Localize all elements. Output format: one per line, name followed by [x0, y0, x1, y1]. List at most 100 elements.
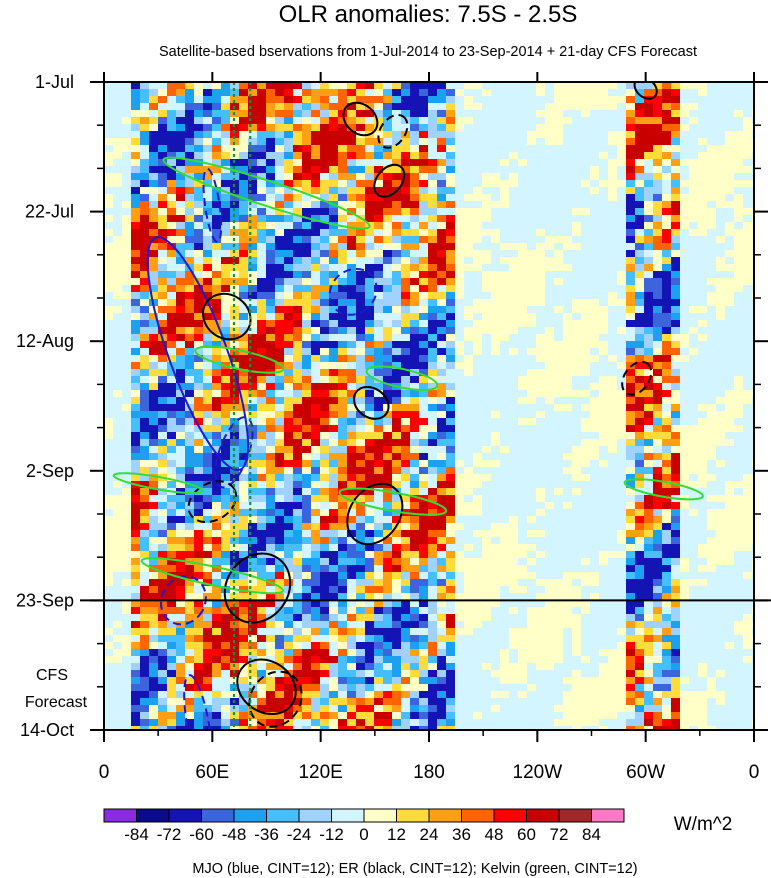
anomaly-cell	[347, 572, 356, 579]
anomaly-cell	[167, 117, 176, 124]
anomaly-cell	[239, 677, 248, 684]
anomaly-cell	[707, 404, 716, 411]
anomaly-cell	[167, 607, 176, 614]
anomaly-cell	[725, 152, 734, 159]
anomaly-cell	[185, 726, 194, 730]
anomaly-cell	[392, 271, 401, 278]
anomaly-cell	[464, 614, 473, 621]
anomaly-cell	[185, 544, 194, 551]
anomaly-cell	[500, 243, 509, 250]
anomaly-cell	[410, 152, 419, 159]
anomaly-cell	[320, 551, 329, 558]
anomaly-cell	[212, 656, 221, 663]
anomaly-cell	[221, 348, 230, 355]
anomaly-cell	[248, 474, 257, 481]
anomaly-cell	[122, 551, 131, 558]
anomaly-cell	[464, 502, 473, 509]
anomaly-cell	[716, 313, 725, 320]
anomaly-cell	[446, 670, 455, 677]
anomaly-cell	[230, 341, 239, 348]
colorbar-label: 36	[452, 825, 471, 844]
anomaly-cell	[428, 656, 437, 663]
anomaly-cell	[662, 628, 671, 635]
anomaly-cell	[275, 460, 284, 467]
anomaly-cell	[572, 572, 581, 579]
anomaly-cell	[284, 264, 293, 271]
anomaly-cell	[392, 698, 401, 705]
anomaly-cell	[131, 390, 140, 397]
anomaly-cell	[338, 348, 347, 355]
anomaly-cell	[446, 537, 455, 544]
anomaly-cell	[437, 705, 446, 712]
anomaly-cell	[329, 215, 338, 222]
anomaly-cell	[149, 551, 158, 558]
anomaly-cell	[599, 649, 608, 656]
anomaly-cell	[185, 677, 194, 684]
anomaly-cell	[356, 719, 365, 726]
anomaly-cell	[239, 495, 248, 502]
colorbar-swatch	[233, 808, 267, 823]
anomaly-cell	[320, 194, 329, 201]
anomaly-cell	[455, 243, 464, 250]
anomaly-cell	[464, 96, 473, 103]
anomaly-cell	[509, 306, 518, 313]
anomaly-cell	[626, 635, 635, 642]
anomaly-cell	[716, 698, 725, 705]
anomaly-cell	[518, 285, 527, 292]
anomaly-cell	[113, 390, 122, 397]
anomaly-cell	[311, 544, 320, 551]
anomaly-cell	[284, 656, 293, 663]
anomaly-cell	[491, 600, 500, 607]
anomaly-cell	[680, 474, 689, 481]
anomaly-cell	[149, 383, 158, 390]
anomaly-cell	[158, 236, 167, 243]
anomaly-cell	[473, 264, 482, 271]
anomaly-cell	[311, 390, 320, 397]
anomaly-cell	[446, 593, 455, 600]
anomaly-cell	[635, 516, 644, 523]
anomaly-cell	[338, 684, 347, 691]
anomaly-cell	[626, 222, 635, 229]
anomaly-cell	[158, 201, 167, 208]
anomaly-cell	[392, 663, 401, 670]
anomaly-cell	[284, 138, 293, 145]
anomaly-cell	[212, 411, 221, 418]
anomaly-cell	[671, 82, 680, 89]
anomaly-cell	[176, 208, 185, 215]
anomaly-cell	[662, 446, 671, 453]
anomaly-cell	[428, 320, 437, 327]
anomaly-cell	[176, 229, 185, 236]
anomaly-cell	[599, 348, 608, 355]
anomaly-cell	[194, 152, 203, 159]
anomaly-cell	[743, 537, 752, 544]
anomaly-cell	[662, 320, 671, 327]
er-contour	[248, 670, 303, 728]
anomaly-cell	[401, 390, 410, 397]
anomaly-cell	[428, 600, 437, 607]
anomaly-cell	[446, 628, 455, 635]
anomaly-cell	[167, 355, 176, 362]
anomaly-cell	[257, 152, 266, 159]
anomaly-cell	[716, 432, 725, 439]
y-tick-label: 14-Oct	[20, 720, 74, 740]
anomaly-cell	[428, 607, 437, 614]
anomaly-cell	[401, 194, 410, 201]
anomaly-cell	[680, 110, 689, 117]
anomaly-cell	[248, 621, 257, 628]
anomaly-cell	[158, 194, 167, 201]
anomaly-cell	[626, 691, 635, 698]
anomaly-cell	[203, 537, 212, 544]
anomaly-cell	[392, 320, 401, 327]
anomaly-cell	[203, 565, 212, 572]
anomaly-cell	[221, 390, 230, 397]
anomaly-cell	[401, 229, 410, 236]
anomaly-cell	[644, 299, 653, 306]
anomaly-cell	[626, 516, 635, 523]
anomaly-cell	[419, 684, 428, 691]
anomaly-cell	[194, 488, 203, 495]
anomaly-cell	[635, 369, 644, 376]
anomaly-cell	[149, 691, 158, 698]
anomaly-cell	[635, 593, 644, 600]
anomaly-cell	[104, 306, 113, 313]
anomaly-cell	[347, 110, 356, 117]
